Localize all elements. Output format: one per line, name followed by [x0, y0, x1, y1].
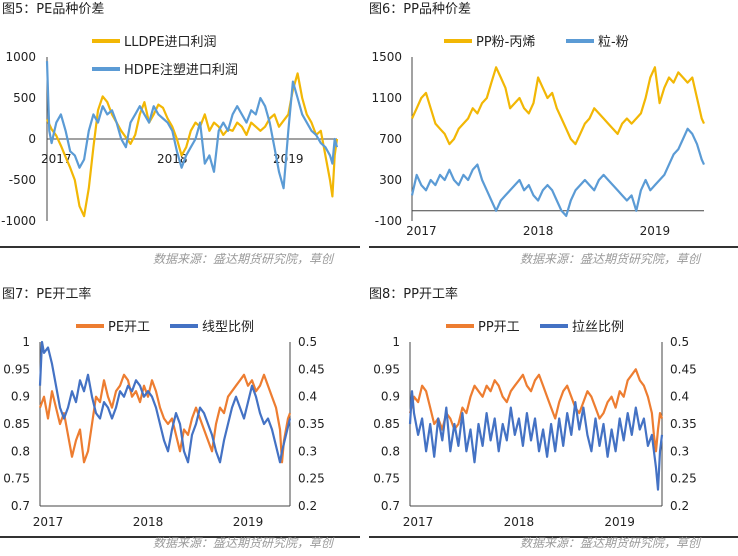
- separator-rule: [369, 536, 738, 538]
- x-tick-label: 2019: [233, 515, 264, 529]
- y-tick-label: 0.8: [381, 444, 400, 458]
- chart-title: 图7：PE开工率: [2, 286, 91, 302]
- y2-tick-label: 0.35: [670, 417, 697, 431]
- y2-tick-label: 0.4: [298, 390, 317, 404]
- legend-label: PE开工: [108, 320, 150, 335]
- y-tick-label: -500: [9, 173, 36, 187]
- source-note: 数据来源：盛达期货研究院，草创: [520, 536, 701, 550]
- y-tick-label: 0: [28, 132, 36, 146]
- y2-tick-label: 0.3: [298, 444, 317, 458]
- y2-tick-label: 0.2: [298, 499, 317, 513]
- y2-tick-label: 0.2: [670, 499, 689, 513]
- series-line-1: [411, 66, 706, 146]
- series-line-1: [38, 373, 292, 464]
- y-tick-label: 0.75: [3, 472, 30, 486]
- x-tick-label: 2019: [640, 224, 671, 238]
- x-tick-label: 2017: [403, 515, 434, 529]
- y-tick-label: 0.8: [11, 444, 30, 458]
- y-tick-label: 0.7: [381, 499, 400, 513]
- y2-tick-label: 0.25: [298, 472, 325, 486]
- y2-tick-label: 0.5: [670, 335, 689, 349]
- y-tick-label: 0.95: [373, 362, 400, 376]
- y-tick-label: 0.9: [381, 390, 400, 404]
- y-tick-label: 0.7: [11, 499, 30, 513]
- y-tick-label: 700: [379, 132, 402, 146]
- legend-label: 线型比例: [202, 320, 254, 335]
- y2-tick-label: 0.5: [298, 335, 317, 349]
- chart-title: 图5：PE品种价差: [2, 2, 104, 17]
- x-tick-label: 2018: [504, 515, 535, 529]
- series-line-2: [410, 127, 706, 217]
- x-tick-label: 2019: [273, 152, 304, 166]
- legend-label: HDPE注塑进口利润: [124, 63, 238, 78]
- x-tick-label: 2018: [133, 515, 164, 529]
- legend-label: LLDPE进口利润: [124, 35, 217, 50]
- fig7-chart: 图7：PE开工率 1 0.95 0.9 0.85 0.8 0.75 0.7 0.5 0.45 0.4…: [2, 286, 325, 529]
- chart-title: 图8：PP开工率: [369, 286, 458, 302]
- y-tick-label: 0.85: [373, 417, 400, 431]
- y2-tick-label: 0.45: [298, 362, 325, 376]
- y-tick-label: 1: [22, 335, 30, 349]
- y-tick-label: 1000: [5, 50, 36, 64]
- y-tick-label: 1: [392, 335, 400, 349]
- y-tick-label: 1100: [371, 91, 402, 105]
- fig6-chart: 图6：PP品种价差 1500 1100 700 300 -100 2017 2018 2019 P…: [369, 2, 706, 238]
- source-note: 数据来源：盛达期货研究院，草创: [520, 252, 701, 266]
- x-tick-label: 2019: [604, 515, 635, 529]
- y-tick-label: -1000: [1, 214, 36, 228]
- y-tick-label: 0.75: [373, 472, 400, 486]
- separator-rule: [0, 536, 360, 538]
- legend-label: 粒-粉: [598, 35, 629, 50]
- legend-label: 拉丝比例: [572, 320, 624, 335]
- y-tick-label: -100: [375, 214, 402, 228]
- series-line-2: [408, 390, 664, 491]
- fig8-chart: 图8：PP开工率 1 0.95 0.9 0.85 0.8 0.75 0.7 0.5 0.45 0.4…: [369, 286, 697, 529]
- y-tick-label: 1500: [371, 50, 402, 64]
- y-tick-label: 0.95: [3, 362, 30, 376]
- x-tick-label: 2018: [523, 224, 554, 238]
- y2-tick-label: 0.3: [670, 444, 689, 458]
- x-tick-label: 2017: [406, 224, 437, 238]
- y2-tick-label: 0.25: [670, 472, 697, 486]
- y-tick-label: 0.85: [3, 417, 30, 431]
- series-line-1: [46, 72, 339, 218]
- series-line-2: [45, 61, 339, 190]
- y2-tick-label: 0.35: [298, 417, 325, 431]
- chart-title: 图6：PP品种价差: [369, 2, 471, 17]
- series-line-2: [38, 340, 292, 464]
- y2-tick-label: 0.4: [670, 390, 689, 404]
- x-tick-label: 2017: [33, 515, 64, 529]
- separator-rule: [0, 246, 360, 248]
- legend-label: PP开工: [478, 320, 520, 335]
- y-tick-label: 0.9: [11, 390, 30, 404]
- source-note: 数据来源：盛达期货研究院，草创: [153, 252, 334, 266]
- source-note: 数据来源：盛达期货研究院，草创: [153, 536, 334, 550]
- separator-rule: [369, 246, 738, 248]
- legend-label: PP粉-丙烯: [476, 35, 535, 50]
- y-tick-label: 500: [13, 91, 36, 105]
- y-tick-label: 300: [379, 173, 402, 187]
- y2-tick-label: 0.45: [670, 362, 697, 376]
